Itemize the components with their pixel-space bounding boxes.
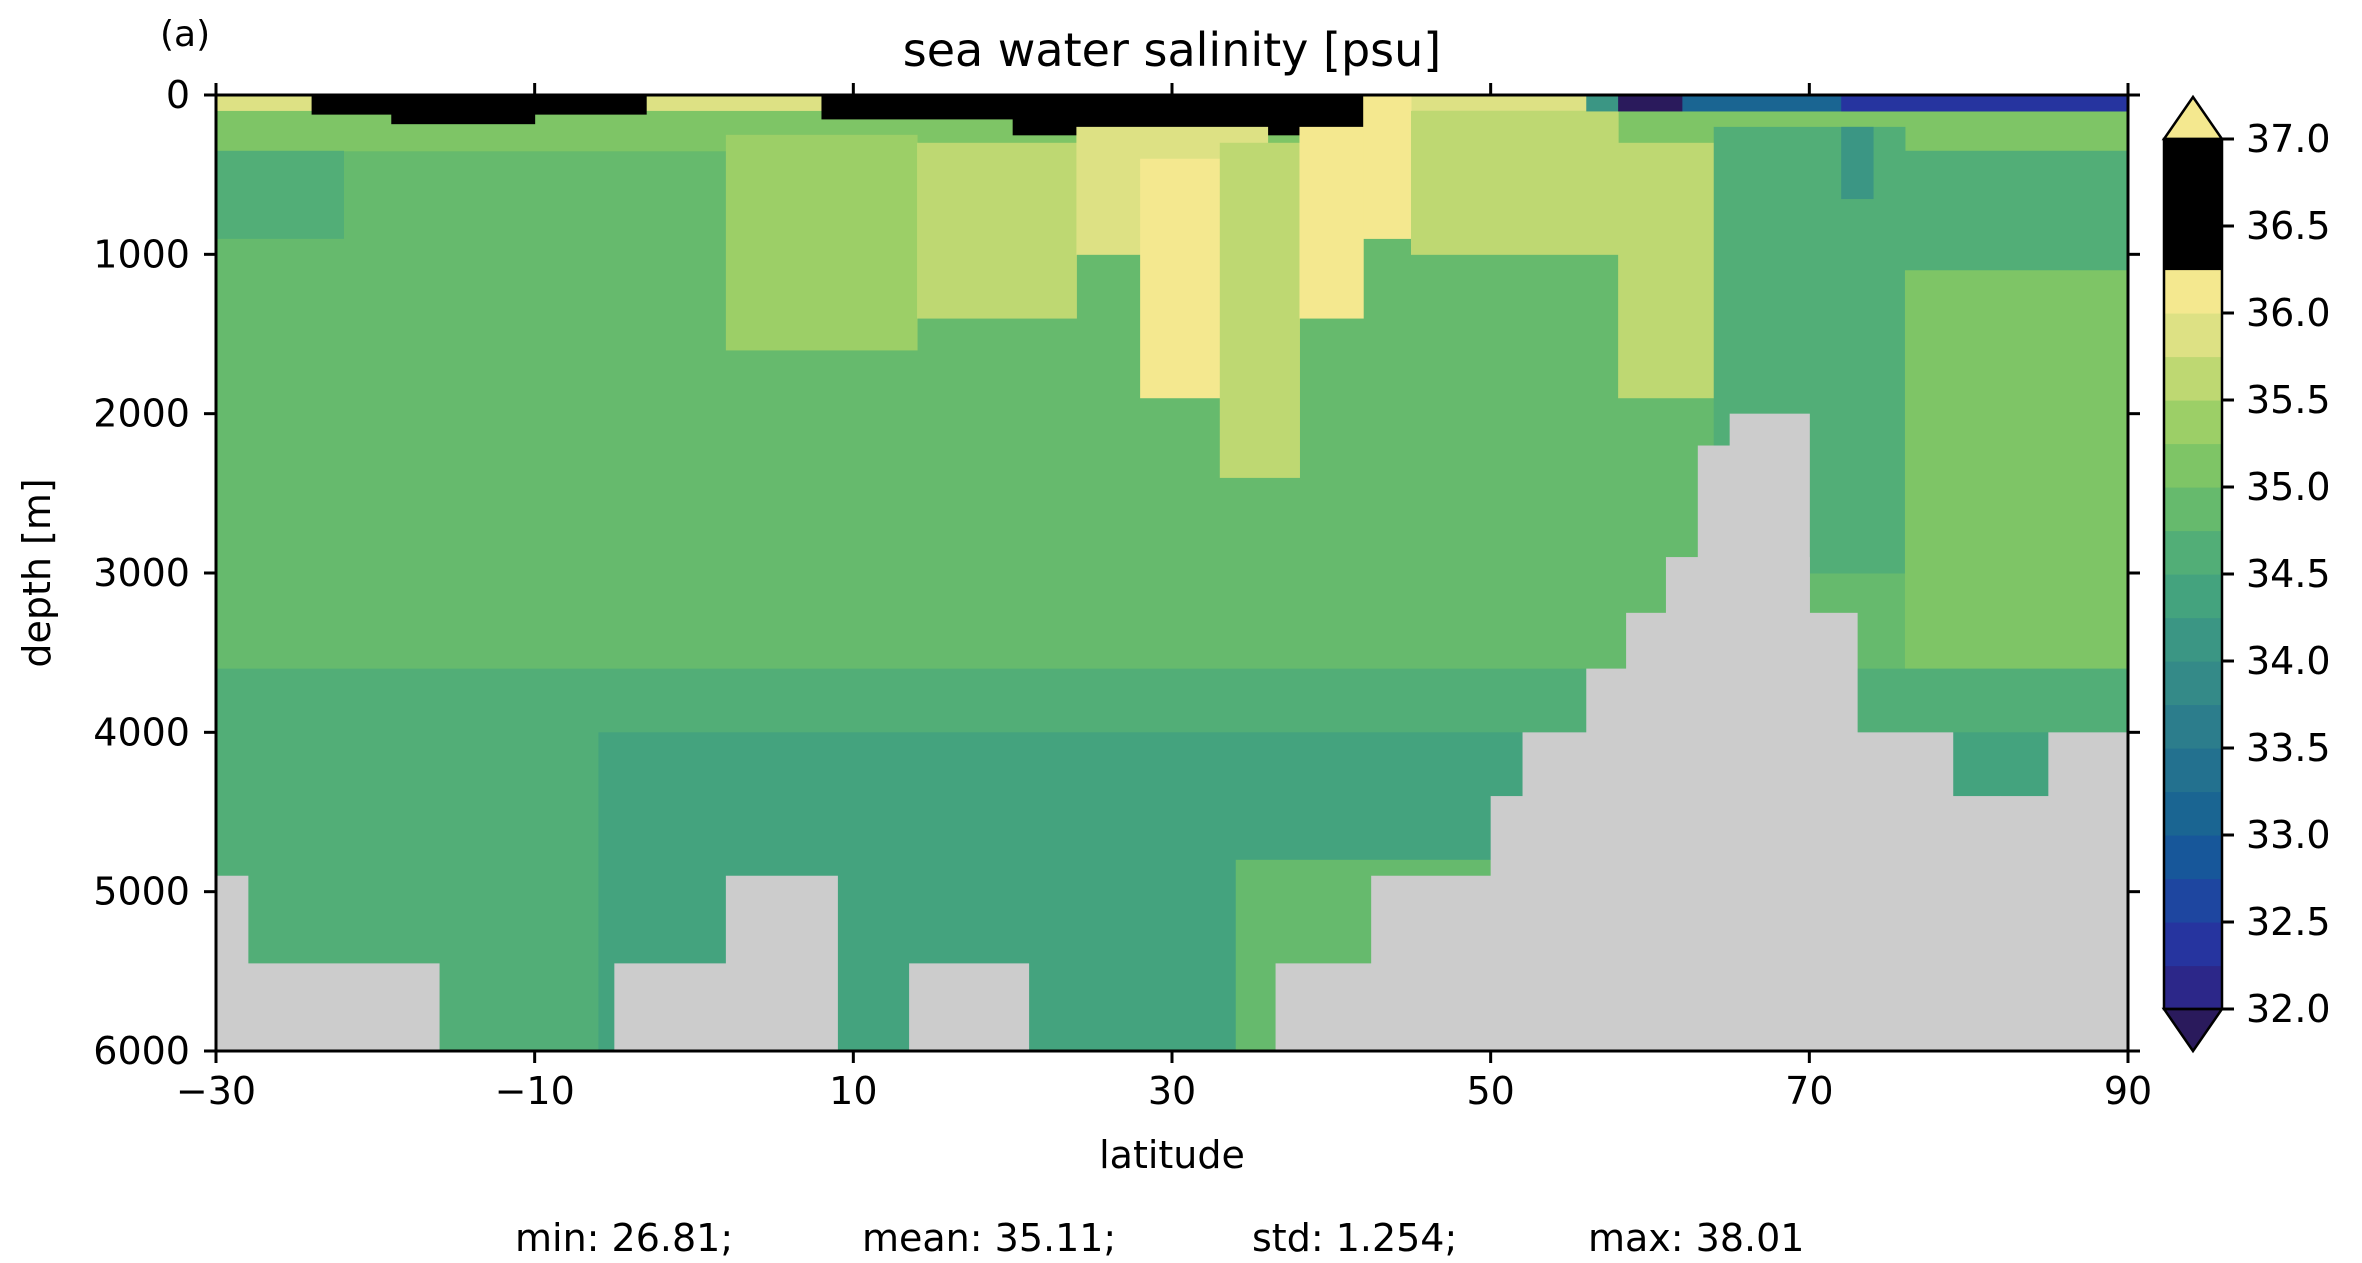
colorbar-level	[2164, 922, 2222, 967]
salinity-cell	[1904, 270, 2128, 733]
salinity-cell	[821, 95, 1014, 120]
y-tick-label: 4000	[93, 710, 190, 754]
colorbar-tick-label: 35.5	[2246, 378, 2331, 422]
colorbar-tick-label: 33.0	[2246, 813, 2331, 857]
colorbar-level	[2164, 617, 2222, 662]
colorbar-level	[2164, 661, 2222, 706]
salinity-cell	[725, 134, 918, 351]
summary-stats: min: 26.81; mean: 35.11; std: 1.254; max…	[515, 1216, 1804, 1260]
land-mask-cell	[725, 875, 838, 1051]
salinity-cell	[1618, 142, 1715, 399]
colorbar-level	[2164, 400, 2222, 445]
colorbar-tick-label: 37.0	[2246, 117, 2331, 161]
colorbar-extend-min	[2161, 1007, 2225, 1054]
land-mask-cell	[1275, 963, 1380, 1051]
colorbar-level	[2164, 530, 2222, 575]
colorbar-level	[2164, 139, 2222, 184]
colorbar-tick-label: 32.0	[2246, 987, 2331, 1031]
colorbar-tick-label: 34.5	[2246, 552, 2331, 596]
x-axis-label: latitude	[1099, 1133, 1245, 1177]
colorbar-level	[2164, 704, 2222, 749]
bathymetry-mask	[216, 413, 2128, 1051]
chart-title: sea water salinity [psu]	[903, 23, 1442, 77]
colorbar-tick-label: 32.5	[2246, 900, 2331, 944]
salinity-cell	[1904, 150, 2128, 271]
stat-std: std: 1.254;	[1252, 1216, 1457, 1260]
salinity-cell	[216, 150, 344, 239]
salinity-cell	[1841, 126, 1874, 200]
land-mask-cell	[614, 963, 727, 1051]
x-axis: −30 −10 10 30 50 70 90	[176, 83, 2152, 1113]
salinity-cell	[1299, 126, 1364, 319]
salinity-cell	[1841, 95, 2128, 112]
colorbar-tick-label: 36.5	[2246, 204, 2331, 248]
y-tick-label: 5000	[93, 870, 190, 914]
colorbar-level	[2164, 269, 2222, 314]
salinity-cell	[1219, 142, 1300, 478]
x-tick-label: −30	[176, 1069, 256, 1113]
y-tick-label: 0	[166, 73, 190, 117]
colorbar: 32.0 32.5 33.0 33.5 34.0 34.5 35.0 35.5 36.0 36.5…	[2161, 94, 2331, 1054]
land-mask-cell	[909, 963, 1030, 1051]
salinity-cell	[917, 142, 1077, 319]
salinity-cell	[1363, 95, 1412, 239]
salinity-cell	[311, 95, 647, 115]
y-tick-label: 2000	[93, 392, 190, 436]
stat-max: max: 38.01	[1588, 1216, 1804, 1260]
y-tick-label: 3000	[93, 551, 190, 595]
colorbar-level	[2164, 226, 2222, 271]
colorbar-level	[2164, 182, 2222, 227]
colorbar-level	[2164, 356, 2222, 401]
land-mask-cell	[1952, 796, 2002, 1051]
land-mask-cell	[2048, 732, 2128, 1051]
salinity-cell	[1395, 95, 1619, 109]
colorbar-level	[2164, 574, 2222, 619]
land-mask-cell	[1522, 732, 1587, 1051]
x-tick-label: 50	[1466, 1069, 1514, 1113]
salinity-cell	[1411, 110, 1619, 255]
x-tick-label: 30	[1148, 1069, 1196, 1113]
colorbar-level	[2164, 965, 2222, 1010]
salinity-cell	[1140, 158, 1221, 399]
colorbar-level	[2164, 443, 2222, 488]
colorbar-tick-label: 34.0	[2246, 639, 2331, 683]
x-tick-label: 10	[829, 1069, 877, 1113]
salinity-cell	[1618, 95, 1683, 112]
colorbar-extend-max	[2161, 94, 2225, 141]
land-mask-cell	[216, 963, 440, 1051]
y-axis: 0 1000 2000 3000 4000 5000 6000	[93, 73, 2140, 1073]
x-tick-label: 90	[2104, 1069, 2152, 1113]
y-axis-label: depth [m]	[15, 478, 59, 667]
colorbar-level	[2164, 748, 2222, 793]
land-mask-cell	[1841, 732, 1954, 1051]
stat-min: min: 26.81;	[515, 1216, 733, 1260]
y-tick-label: 1000	[93, 232, 190, 276]
colorbar-tick-label: 33.5	[2246, 726, 2331, 770]
colorbar-level	[2164, 791, 2222, 836]
colorbar-level	[2164, 835, 2222, 880]
panel-label: (a)	[160, 14, 210, 55]
x-tick-label: 70	[1785, 1069, 1833, 1113]
y-tick-label: 6000	[93, 1029, 190, 1073]
colorbar-level	[2164, 878, 2222, 923]
stat-mean: mean: 35.11;	[862, 1216, 1116, 1260]
colorbar-level	[2164, 313, 2222, 358]
colorbar-tick-label: 36.0	[2246, 291, 2331, 335]
x-tick-label: −10	[495, 1069, 575, 1113]
colorbar-tick-label: 35.0	[2246, 465, 2331, 509]
colorbar-level	[2164, 487, 2222, 532]
